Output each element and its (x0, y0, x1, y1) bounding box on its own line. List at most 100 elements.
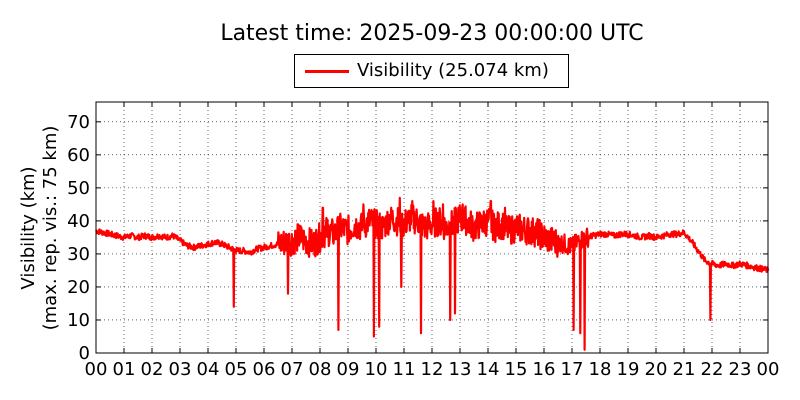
data-point (235, 249, 237, 252)
data-point (151, 236, 153, 239)
data-point (158, 234, 160, 237)
y-tick-label: 60 (67, 145, 90, 166)
x-tick-label: 03 (169, 359, 192, 380)
legend-label: Visibility (25.074 km) (357, 60, 549, 81)
data-point (270, 244, 272, 247)
data-point (739, 263, 741, 265)
data-point (305, 239, 307, 242)
data-point (550, 239, 552, 242)
x-tick-label: 07 (281, 359, 304, 380)
x-tick-label: 15 (505, 359, 528, 380)
data-point (725, 263, 727, 265)
x-tick-label: 21 (673, 359, 696, 380)
x-tick-label: 09 (337, 359, 360, 380)
data-point (697, 249, 699, 252)
y-tick-label: 30 (67, 244, 90, 265)
data-point (109, 233, 111, 235)
y-tick-label: 40 (67, 211, 90, 232)
x-tick-label: 01 (113, 359, 136, 380)
data-point (487, 220, 489, 222)
data-point (529, 230, 531, 232)
data-point (256, 248, 258, 250)
x-tick-label: 22 (701, 359, 724, 380)
x-tick-label: 16 (533, 359, 556, 380)
y-tick-label: 20 (67, 277, 90, 298)
data-point (578, 239, 580, 242)
x-tick-label: 08 (309, 359, 332, 380)
x-tick-label: 18 (589, 359, 612, 380)
data-point (326, 230, 328, 232)
data-point (193, 246, 195, 249)
legend-swatch (305, 70, 349, 73)
x-tick-label: 23 (729, 359, 752, 380)
data-point (613, 234, 615, 237)
data-point (123, 236, 125, 239)
y-axis-label: Visibility (km) (max. rep. vis.: 75 km) (18, 98, 62, 358)
data-point (431, 223, 433, 225)
data-point (333, 233, 335, 235)
data-point (655, 236, 657, 239)
data-point (599, 233, 601, 235)
data-point (424, 226, 426, 229)
data-point (396, 220, 398, 222)
data-point (438, 220, 440, 222)
x-tick-label: 20 (645, 359, 668, 380)
data-point (249, 251, 251, 254)
data-point (760, 267, 762, 270)
data-point (284, 241, 286, 244)
chart-title: Latest time: 2025-09-23 00:00:00 UTC (220, 21, 644, 46)
data-point (298, 236, 300, 239)
data-point (375, 223, 377, 225)
x-tick-label: 10 (365, 359, 388, 380)
data-point (417, 220, 419, 222)
data-point (312, 243, 314, 245)
data-point (410, 216, 412, 219)
y-tick-label: 50 (67, 178, 90, 199)
data-point (144, 234, 146, 237)
data-point (746, 264, 748, 267)
data-point (641, 236, 643, 239)
data-point (347, 230, 349, 232)
data-point (130, 234, 132, 237)
x-tick-label: 14 (477, 359, 500, 380)
y-tick-label: 0 (79, 343, 90, 364)
y-axis-label-line-1: Visibility (km) (18, 166, 39, 290)
data-point (459, 216, 461, 219)
data-point (676, 233, 678, 235)
x-tick-label: 17 (561, 359, 584, 380)
data-point (200, 244, 202, 247)
data-point (662, 234, 664, 237)
data-point (718, 264, 720, 267)
data-point (711, 263, 713, 265)
data-point (501, 223, 503, 225)
data-point (221, 243, 223, 245)
x-tick-label: 02 (141, 359, 164, 380)
data-point (403, 223, 405, 225)
data-point (606, 233, 608, 235)
data-point (522, 228, 524, 230)
data-point (571, 246, 573, 249)
plot-frame (95, 101, 769, 354)
data-point (452, 223, 454, 225)
data-point (683, 231, 685, 234)
x-tick-label: 00 (757, 359, 780, 380)
data-point (585, 236, 587, 239)
x-tick-label: 00 (85, 359, 108, 380)
data-point (508, 230, 510, 232)
data-point (277, 243, 279, 245)
data-point (102, 231, 104, 234)
x-tick-label: 04 (197, 359, 220, 380)
data-point (389, 216, 391, 219)
data-point (368, 220, 370, 222)
data-point (291, 239, 293, 242)
data-point (228, 246, 230, 249)
data-point (480, 223, 482, 225)
x-tick-label: 06 (253, 359, 276, 380)
data-point (214, 241, 216, 244)
data-point (466, 220, 468, 222)
data-point (543, 236, 545, 239)
data-point (690, 239, 692, 242)
data-point (445, 226, 447, 229)
data-point (557, 241, 559, 244)
